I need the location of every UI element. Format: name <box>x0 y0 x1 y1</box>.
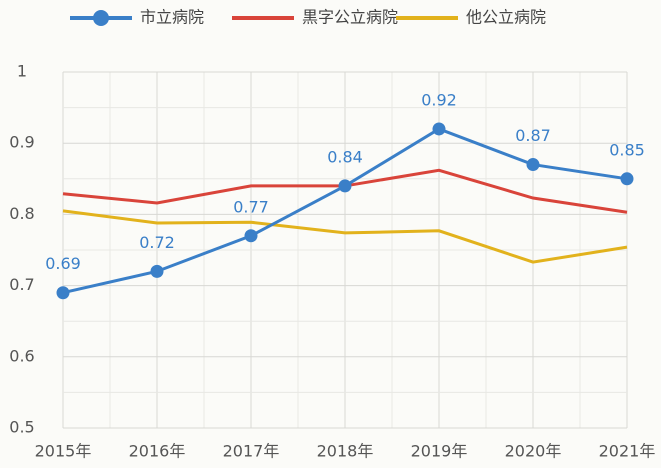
data-label: 0.92 <box>421 90 457 109</box>
data-point <box>150 264 164 278</box>
data-point <box>620 172 634 186</box>
data-label: 0.77 <box>233 197 269 216</box>
legend-label: 市立病院 <box>140 8 204 27</box>
data-label: 0.84 <box>327 147 363 166</box>
y-tick-label: 0.9 <box>9 133 34 152</box>
x-tick-label: 2015年 <box>35 442 92 461</box>
x-tick-label: 2021年 <box>599 442 656 461</box>
legend-marker <box>93 10 109 26</box>
data-label: 0.87 <box>515 126 551 145</box>
data-point <box>244 229 258 243</box>
x-tick-label: 2018年 <box>317 442 374 461</box>
y-tick-label: 0.8 <box>9 204 34 223</box>
y-tick-label: 0.7 <box>9 275 34 294</box>
y-tick-label: 0.6 <box>9 346 34 365</box>
data-label: 0.85 <box>609 140 645 159</box>
data-point <box>56 286 70 300</box>
data-label: 0.69 <box>45 254 81 273</box>
data-point <box>432 122 446 136</box>
y-tick-label: 0.5 <box>9 418 34 437</box>
x-tick-label: 2016年 <box>129 442 186 461</box>
x-tick-label: 2019年 <box>411 442 468 461</box>
data-point <box>338 179 352 193</box>
data-point <box>526 158 540 172</box>
y-tick-label: 1 <box>17 62 27 81</box>
legend-label: 他公立病院 <box>466 8 546 27</box>
data-label: 0.72 <box>139 233 175 252</box>
legend-label: 黒字公立病院 <box>302 8 398 27</box>
x-tick-label: 2020年 <box>505 442 562 461</box>
series-line <box>62 209 628 264</box>
x-tick-label: 2017年 <box>223 442 280 461</box>
